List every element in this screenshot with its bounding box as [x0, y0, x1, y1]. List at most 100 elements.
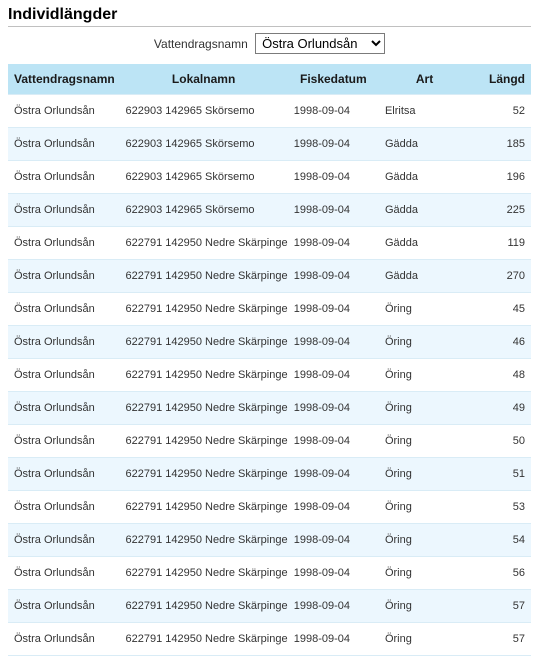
filter-label: Vattendragsnamn: [154, 37, 248, 51]
cell-langd: 49: [470, 392, 531, 425]
cell-fiskedatum: 1998-09-04: [288, 194, 379, 227]
col-header-langd[interactable]: Längd: [470, 64, 531, 95]
table-row: Östra Orlundsån622791 142950 Nedre Skärp…: [8, 590, 531, 623]
cell-art: Öring: [379, 491, 470, 524]
table-row: Östra Orlundsån622791 142950 Nedre Skärp…: [8, 227, 531, 260]
data-table: Vattendragsnamn Lokalnamn Fiskedatum Art…: [8, 64, 531, 656]
title-separator: [8, 26, 531, 27]
table-row: Östra Orlundsån622791 142950 Nedre Skärp…: [8, 557, 531, 590]
table-row: Östra Orlundsån622791 142950 Nedre Skärp…: [8, 425, 531, 458]
table-head: Vattendragsnamn Lokalnamn Fiskedatum Art…: [8, 64, 531, 95]
cell-langd: 50: [470, 425, 531, 458]
cell-lokalnamn: 622791 142950 Nedre Skärpinge: [119, 392, 287, 425]
cell-langd: 196: [470, 161, 531, 194]
cell-art: Gädda: [379, 128, 470, 161]
cell-vattendragsnamn: Östra Orlundsån: [8, 95, 119, 128]
page-root: Individlängder Vattendragsnamn Östra Orl…: [0, 0, 539, 664]
cell-vattendragsnamn: Östra Orlundsån: [8, 194, 119, 227]
cell-art: Öring: [379, 425, 470, 458]
cell-vattendragsnamn: Östra Orlundsån: [8, 425, 119, 458]
cell-lokalnamn: 622791 142950 Nedre Skärpinge: [119, 293, 287, 326]
cell-lokalnamn: 622791 142950 Nedre Skärpinge: [119, 326, 287, 359]
cell-fiskedatum: 1998-09-04: [288, 326, 379, 359]
cell-langd: 45: [470, 293, 531, 326]
col-header-vattendragsnamn[interactable]: Vattendragsnamn: [8, 64, 119, 95]
cell-vattendragsnamn: Östra Orlundsån: [8, 458, 119, 491]
cell-art: Öring: [379, 458, 470, 491]
cell-langd: 57: [470, 590, 531, 623]
cell-art: Gädda: [379, 260, 470, 293]
cell-langd: 119: [470, 227, 531, 260]
table-header-row: Vattendragsnamn Lokalnamn Fiskedatum Art…: [8, 64, 531, 95]
cell-langd: 270: [470, 260, 531, 293]
table-body: Östra Orlundsån622903 142965 Skörsemo199…: [8, 95, 531, 656]
cell-langd: 48: [470, 359, 531, 392]
col-header-fiskedatum[interactable]: Fiskedatum: [288, 64, 379, 95]
cell-vattendragsnamn: Östra Orlundsån: [8, 524, 119, 557]
cell-langd: 56: [470, 557, 531, 590]
cell-langd: 57: [470, 623, 531, 656]
filter-select[interactable]: Östra Orlundsån: [255, 33, 385, 54]
cell-lokalnamn: 622791 142950 Nedre Skärpinge: [119, 425, 287, 458]
cell-langd: 185: [470, 128, 531, 161]
cell-vattendragsnamn: Östra Orlundsån: [8, 260, 119, 293]
table-row: Östra Orlundsån622791 142950 Nedre Skärp…: [8, 326, 531, 359]
cell-lokalnamn: 622791 142950 Nedre Skärpinge: [119, 227, 287, 260]
cell-art: Elritsa: [379, 95, 470, 128]
cell-vattendragsnamn: Östra Orlundsån: [8, 293, 119, 326]
cell-vattendragsnamn: Östra Orlundsån: [8, 491, 119, 524]
page-title: Individlängder: [8, 6, 531, 24]
cell-lokalnamn: 622791 142950 Nedre Skärpinge: [119, 557, 287, 590]
cell-langd: 54: [470, 524, 531, 557]
cell-art: Öring: [379, 326, 470, 359]
cell-vattendragsnamn: Östra Orlundsån: [8, 590, 119, 623]
cell-lokalnamn: 622903 142965 Skörsemo: [119, 161, 287, 194]
cell-fiskedatum: 1998-09-04: [288, 425, 379, 458]
table-row: Östra Orlundsån622903 142965 Skörsemo199…: [8, 95, 531, 128]
cell-vattendragsnamn: Östra Orlundsån: [8, 227, 119, 260]
cell-fiskedatum: 1998-09-04: [288, 260, 379, 293]
cell-art: Öring: [379, 623, 470, 656]
cell-art: Gädda: [379, 161, 470, 194]
cell-fiskedatum: 1998-09-04: [288, 95, 379, 128]
cell-lokalnamn: 622903 142965 Skörsemo: [119, 194, 287, 227]
cell-vattendragsnamn: Östra Orlundsån: [8, 128, 119, 161]
cell-fiskedatum: 1998-09-04: [288, 623, 379, 656]
cell-fiskedatum: 1998-09-04: [288, 161, 379, 194]
table-row: Östra Orlundsån622791 142950 Nedre Skärp…: [8, 392, 531, 425]
cell-fiskedatum: 1998-09-04: [288, 458, 379, 491]
cell-lokalnamn: 622791 142950 Nedre Skärpinge: [119, 590, 287, 623]
cell-art: Gädda: [379, 227, 470, 260]
cell-lokalnamn: 622791 142950 Nedre Skärpinge: [119, 623, 287, 656]
col-header-lokalnamn[interactable]: Lokalnamn: [119, 64, 287, 95]
cell-lokalnamn: 622791 142950 Nedre Skärpinge: [119, 458, 287, 491]
cell-fiskedatum: 1998-09-04: [288, 128, 379, 161]
cell-vattendragsnamn: Östra Orlundsån: [8, 557, 119, 590]
cell-vattendragsnamn: Östra Orlundsån: [8, 392, 119, 425]
cell-fiskedatum: 1998-09-04: [288, 392, 379, 425]
cell-vattendragsnamn: Östra Orlundsån: [8, 161, 119, 194]
cell-fiskedatum: 1998-09-04: [288, 557, 379, 590]
cell-art: Öring: [379, 524, 470, 557]
col-header-art[interactable]: Art: [379, 64, 470, 95]
cell-lokalnamn: 622791 142950 Nedre Skärpinge: [119, 260, 287, 293]
cell-langd: 46: [470, 326, 531, 359]
cell-fiskedatum: 1998-09-04: [288, 491, 379, 524]
table-row: Östra Orlundsån622791 142950 Nedre Skärp…: [8, 260, 531, 293]
table-row: Östra Orlundsån622903 142965 Skörsemo199…: [8, 194, 531, 227]
cell-vattendragsnamn: Östra Orlundsån: [8, 326, 119, 359]
table-row: Östra Orlundsån622791 142950 Nedre Skärp…: [8, 458, 531, 491]
cell-lokalnamn: 622791 142950 Nedre Skärpinge: [119, 491, 287, 524]
cell-fiskedatum: 1998-09-04: [288, 524, 379, 557]
cell-lokalnamn: 622903 142965 Skörsemo: [119, 95, 287, 128]
cell-fiskedatum: 1998-09-04: [288, 293, 379, 326]
cell-lokalnamn: 622791 142950 Nedre Skärpinge: [119, 524, 287, 557]
table-row: Östra Orlundsån622791 142950 Nedre Skärp…: [8, 524, 531, 557]
cell-langd: 52: [470, 95, 531, 128]
table-row: Östra Orlundsån622791 142950 Nedre Skärp…: [8, 359, 531, 392]
cell-lokalnamn: 622791 142950 Nedre Skärpinge: [119, 359, 287, 392]
cell-lokalnamn: 622903 142965 Skörsemo: [119, 128, 287, 161]
table-row: Östra Orlundsån622791 142950 Nedre Skärp…: [8, 623, 531, 656]
cell-art: Öring: [379, 557, 470, 590]
cell-vattendragsnamn: Östra Orlundsån: [8, 359, 119, 392]
